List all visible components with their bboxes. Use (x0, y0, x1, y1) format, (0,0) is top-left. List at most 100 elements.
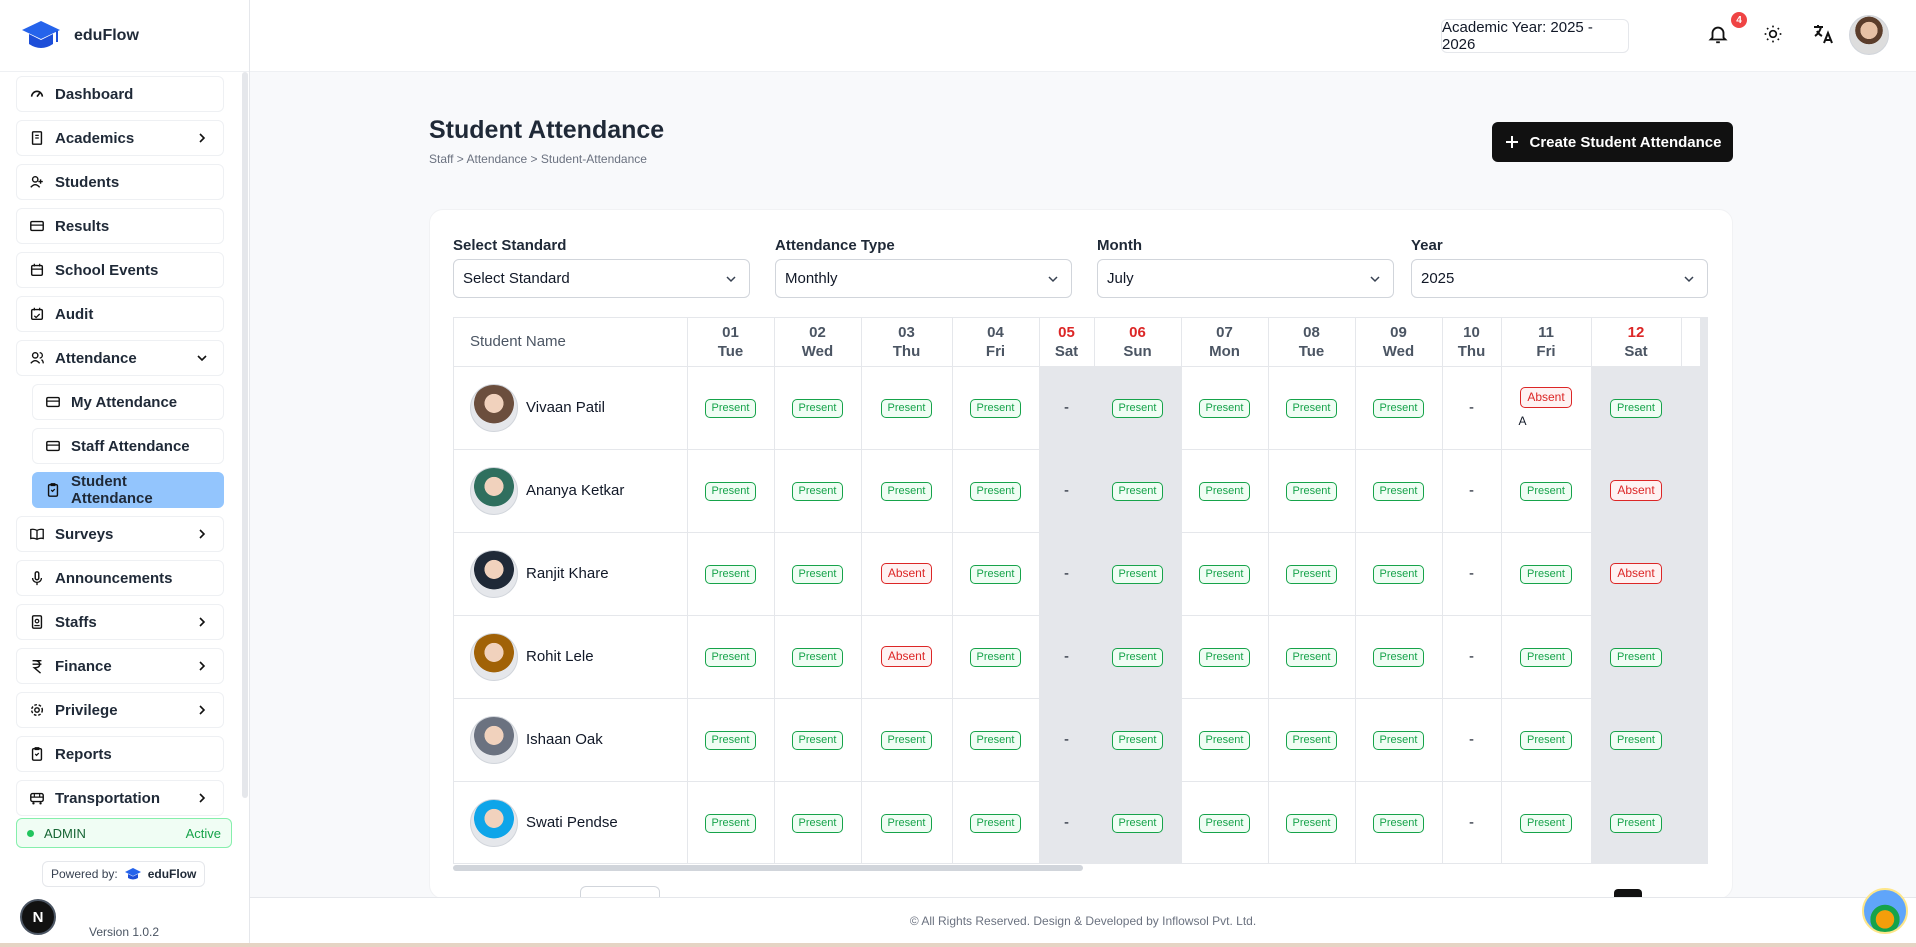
sidebar-item-reports[interactable]: Reports (16, 736, 224, 772)
attendance-cell[interactable]: Absent (861, 532, 953, 616)
year-select[interactable]: 2025 (1411, 259, 1708, 298)
attendance-cell[interactable]: Present (1181, 781, 1269, 863)
attendance-cell[interactable]: Present (1591, 366, 1682, 450)
table-vertical-scrollbar[interactable] (1700, 318, 1708, 863)
attendance-cell[interactable]: - (1039, 532, 1095, 616)
attendance-cell[interactable]: Present (1591, 698, 1682, 782)
sidebar-item-staffs[interactable]: Staffs (16, 604, 224, 640)
user-avatar[interactable] (1849, 15, 1889, 55)
attendance-cell[interactable]: Absent (1591, 449, 1682, 533)
table-horizontal-scrollbar[interactable] (453, 865, 1083, 871)
attendance-cell[interactable]: - (1442, 366, 1502, 450)
attendance-cell[interactable]: - (1442, 449, 1502, 533)
attendance-cell[interactable]: - (1442, 532, 1502, 616)
month-select[interactable]: July (1097, 259, 1394, 298)
attendance-cell[interactable]: Present (861, 449, 953, 533)
attendance-cell[interactable]: Present (1591, 781, 1682, 863)
attendance-cell[interactable]: Present (1355, 449, 1443, 533)
sidebar-item-staff-attendance[interactable]: Staff Attendance (32, 428, 224, 464)
attendance-cell[interactable]: Present (1355, 698, 1443, 782)
attendance-cell[interactable]: Present (1501, 698, 1592, 782)
attendance-cell[interactable]: - (1039, 698, 1095, 782)
sidebar-item-academics[interactable]: Academics (16, 120, 224, 156)
attendance-cell[interactable]: Present (1355, 615, 1443, 699)
attendance-cell[interactable]: Present (861, 698, 953, 782)
rows-per-page-select[interactable] (580, 886, 660, 900)
attendance-cell[interactable]: - (1442, 698, 1502, 782)
academic-year-selector[interactable]: Academic Year: 2025 - 2026 (1441, 19, 1629, 53)
attendance-cell[interactable]: Absent (861, 615, 953, 699)
attendance-cell[interactable]: Present (1181, 698, 1269, 782)
attendance-cell[interactable]: - (1442, 615, 1502, 699)
attendance-cell[interactable]: Present (687, 449, 775, 533)
sidebar-item-student-attendance[interactable]: Student Attendance (32, 472, 224, 508)
attendance-cell[interactable]: Present (952, 532, 1040, 616)
attendance-cell[interactable]: Present (1355, 781, 1443, 863)
attendance-cell[interactable]: Present (861, 366, 953, 450)
sidebar-item-announcements[interactable]: Announcements (16, 560, 224, 596)
sidebar-item-privilege[interactable]: Privilege (16, 692, 224, 728)
attendance-cell[interactable]: Absent (1591, 532, 1682, 616)
attendance-cell[interactable]: Present (687, 366, 775, 450)
dev-tools-button[interactable]: N (20, 899, 56, 935)
attendance-cell[interactable]: Present (687, 615, 775, 699)
attendance-cell[interactable]: Present (774, 532, 862, 616)
attendance-cell[interactable]: Absent A (1501, 366, 1592, 450)
attendance-cell[interactable]: Present (1268, 698, 1356, 782)
attendance-cell[interactable]: Present (687, 532, 775, 616)
attendance-cell[interactable]: Present (1268, 532, 1356, 616)
attendance-cell[interactable]: Present (1094, 781, 1182, 863)
assistant-avatar[interactable] (1862, 888, 1908, 934)
attendance-cell[interactable]: Present (1181, 532, 1269, 616)
attendance-cell[interactable]: Present (952, 366, 1040, 450)
attendance-cell[interactable]: Present (774, 366, 862, 450)
sidebar-item-finance[interactable]: Finance (16, 648, 224, 684)
attendance-cell[interactable]: Present (1094, 698, 1182, 782)
bell-icon[interactable] (1706, 22, 1730, 46)
attendance-cell[interactable]: Present (952, 781, 1040, 863)
attendance-cell[interactable]: Present (1268, 781, 1356, 863)
attendance-cell[interactable]: Present (1501, 449, 1592, 533)
attendance-cell[interactable]: Present (1268, 366, 1356, 450)
sidebar-item-dashboard[interactable]: Dashboard (16, 76, 224, 112)
sidebar-item-my-attendance[interactable]: My Attendance (32, 384, 224, 420)
attendance-cell[interactable]: Present (952, 449, 1040, 533)
attendance-cell[interactable]: Present (1501, 615, 1592, 699)
attendance-cell[interactable]: Present (774, 781, 862, 863)
sidebar-item-transportation[interactable]: Transportation (16, 780, 224, 816)
create-student-attendance-button[interactable]: Create Student Attendance (1492, 122, 1733, 162)
sidebar-item-audit[interactable]: Audit (16, 296, 224, 332)
attendance-cell[interactable]: Present (774, 615, 862, 699)
sidebar-item-school-events[interactable]: School Events (16, 252, 224, 288)
attendance-cell[interactable]: - (1039, 781, 1095, 863)
attendance-cell[interactable]: Present (1094, 615, 1182, 699)
attendance-type-select[interactable]: Monthly (775, 259, 1072, 298)
attendance-cell[interactable]: Present (1268, 615, 1356, 699)
sidebar-scrollbar[interactable] (242, 72, 248, 798)
brand[interactable]: eduFlow (0, 0, 249, 72)
attendance-cell[interactable]: - (1039, 449, 1095, 533)
attendance-cell[interactable]: - (1039, 366, 1095, 450)
attendance-cell[interactable]: - (1039, 615, 1095, 699)
attendance-cell[interactable]: Present (774, 698, 862, 782)
attendance-cell[interactable]: Present (1181, 449, 1269, 533)
attendance-cell[interactable]: Present (1268, 449, 1356, 533)
attendance-cell[interactable]: Present (1501, 532, 1592, 616)
attendance-cell[interactable]: Present (1181, 615, 1269, 699)
attendance-cell[interactable]: Present (687, 698, 775, 782)
attendance-cell[interactable]: Present (1094, 449, 1182, 533)
attendance-cell[interactable]: Present (687, 781, 775, 863)
attendance-cell[interactable]: Present (1181, 366, 1269, 450)
translate-icon[interactable] (1811, 22, 1835, 46)
attendance-cell[interactable]: Present (1501, 781, 1592, 863)
attendance-cell[interactable]: Present (861, 781, 953, 863)
sun-icon[interactable] (1761, 22, 1785, 46)
attendance-cell[interactable]: Present (1591, 615, 1682, 699)
attendance-cell[interactable]: Present (1094, 366, 1182, 450)
attendance-cell[interactable]: Present (1355, 366, 1443, 450)
standard-select[interactable]: Select Standard (453, 259, 750, 298)
sidebar-item-students[interactable]: Students (16, 164, 224, 200)
sidebar-item-attendance[interactable]: Attendance (16, 340, 224, 376)
attendance-cell[interactable]: Present (952, 615, 1040, 699)
attendance-cell[interactable]: - (1442, 781, 1502, 863)
